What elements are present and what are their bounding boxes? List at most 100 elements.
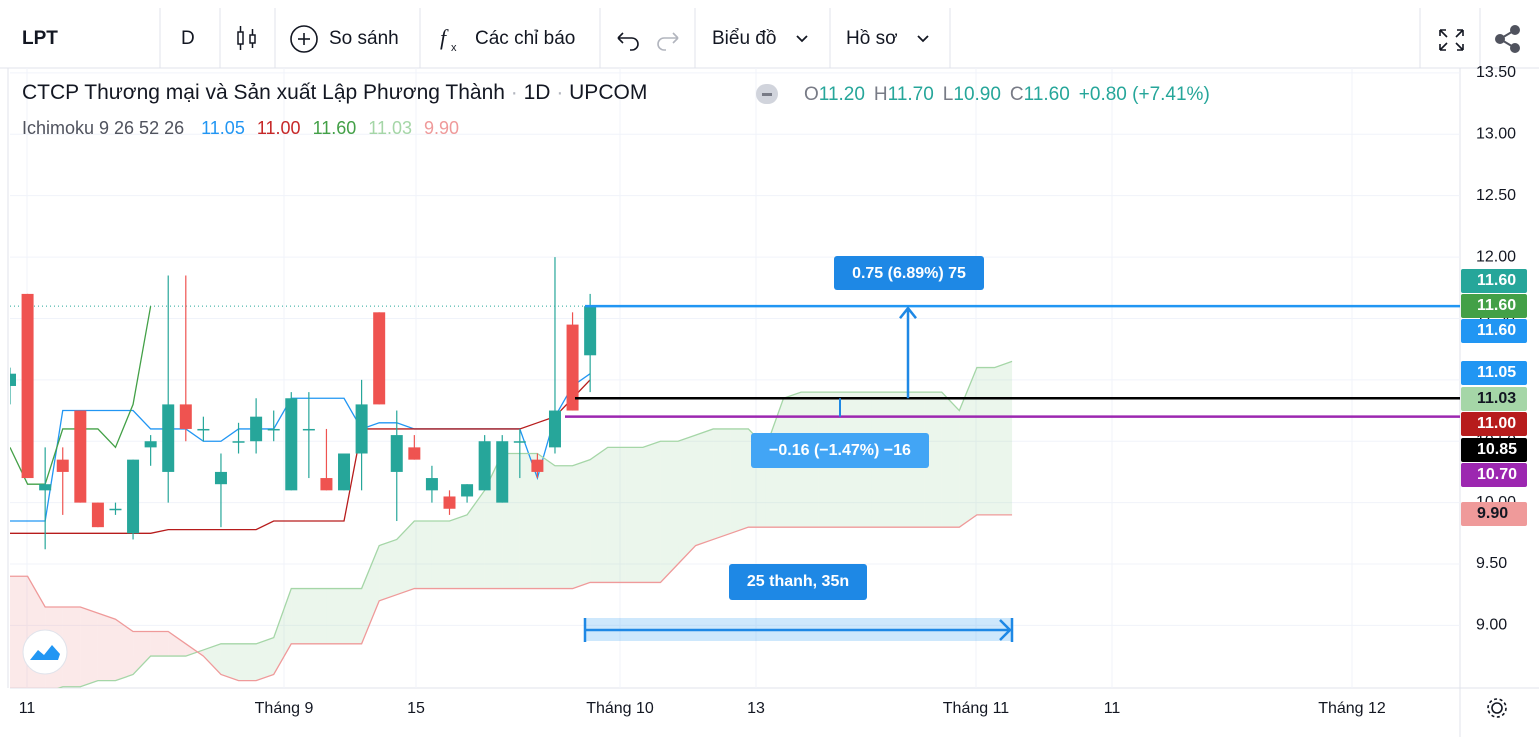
toolbar-bg: [0, 0, 1539, 68]
cloud-fill: [168, 631, 186, 657]
cloud-fill: [959, 367, 977, 528]
settings-button[interactable]: [1487, 698, 1507, 718]
cloud-fill: [554, 465, 573, 589]
cloud-fill: [344, 588, 362, 644]
candle-body: [127, 459, 140, 534]
candle-body: [302, 428, 315, 431]
legend-title: CTCP Thương mại và Sản xuất Lập Phương T…: [22, 81, 505, 104]
price-badge-label: 11.60: [1477, 322, 1516, 339]
cloud-fill: [730, 428, 749, 534]
y-tick-label: 13.50: [1476, 64, 1516, 81]
candle-body: [39, 484, 52, 491]
candle-body: [461, 484, 474, 497]
indicator-line: [10, 379, 591, 534]
cloud-fill: [62, 606, 81, 687]
y-tick-label: 9.00: [1476, 617, 1507, 634]
redo-button[interactable]: [657, 32, 679, 51]
price-badge: [1461, 269, 1527, 293]
candle-body: [214, 471, 227, 485]
price-badge-label: 11.00: [1477, 415, 1516, 432]
toolbar-dividers: [159, 8, 1481, 68]
cloud-fill: [625, 447, 643, 583]
candle-body: [513, 441, 526, 443]
cloud-fill: [396, 521, 415, 595]
cloud-fill: [256, 637, 274, 681]
price-badge-label: 11.05: [1477, 364, 1516, 381]
ohlc-value: 11.20: [818, 84, 865, 105]
x-tick-label: 13: [747, 700, 765, 717]
cloud-fill: [414, 521, 432, 589]
candle-body: [355, 404, 368, 454]
candle-body: [496, 441, 509, 503]
ohlc-label: L: [942, 84, 954, 105]
candle-body: [320, 478, 333, 491]
indicator-legend: Ichimoku 9 26 52 26 11.05 11.00 11.60 11.03…: [22, 118, 459, 139]
y-tick-label: 13.00: [1476, 126, 1516, 143]
candle-body: [56, 459, 69, 472]
indicators-icon-x: x: [451, 42, 457, 54]
ohlc-value: 11.60: [1023, 84, 1070, 105]
cloud-fill: [994, 361, 1013, 515]
cloud-fill: [607, 447, 626, 583]
indicator-line: [57, 360, 1013, 688]
candle-body: [390, 435, 403, 472]
candle-body: [478, 441, 491, 491]
candle-body: [197, 428, 210, 431]
cloud-fill: [519, 453, 538, 589]
price-badge-label: 11.60: [1477, 272, 1516, 289]
date-range-label-bg: [729, 564, 867, 600]
cloud-fill: [572, 459, 591, 589]
y-tick-label: 9.50: [1476, 555, 1507, 572]
indicators-button[interactable]: Các chỉ báo: [475, 28, 575, 49]
cloud-fill: [467, 490, 485, 589]
price-badge: [1461, 502, 1527, 526]
indicator-value: 11.03: [368, 118, 412, 138]
compare-icon[interactable]: [290, 25, 318, 53]
cloud-fill: [133, 631, 151, 675]
chart-type-icon[interactable]: [237, 26, 256, 50]
undo-button[interactable]: [617, 32, 639, 51]
candle-body: [443, 496, 456, 509]
cloud-fill: [678, 435, 696, 564]
cloud-fill: [590, 447, 608, 583]
candle-body: [162, 404, 175, 472]
indicator-value: 9.90: [424, 118, 460, 138]
candle-body: [584, 306, 597, 356]
x-tick-label: Tháng 9: [255, 700, 314, 717]
cloud-fill: [695, 428, 714, 546]
price-badge-label: 10.70: [1477, 466, 1517, 483]
symbol[interactable]: LPT: [22, 28, 58, 49]
y-tick-label: 12.50: [1476, 187, 1516, 204]
ohlc-change: +0.80 (+7.41%): [1078, 84, 1210, 105]
chevron: [917, 35, 929, 43]
candle-body: [10, 373, 16, 386]
cloud-fill: [642, 441, 661, 583]
chart-menu[interactable]: Biểu đồ: [712, 28, 776, 49]
price-badge: [1461, 438, 1527, 462]
price-badge-label: 11.03: [1477, 390, 1516, 407]
interval-button[interactable]: D: [181, 28, 195, 49]
cloud-fill: [10, 576, 28, 688]
candle-body: [250, 416, 263, 442]
status-dot[interactable]: [756, 84, 778, 104]
candle-body: [566, 324, 579, 411]
indicator-line: [10, 514, 1013, 682]
indicator-name[interactable]: Ichimoku 9 26 52 26: [22, 118, 185, 138]
candle-body: [338, 453, 351, 491]
indicators-icon[interactable]: f: [440, 25, 449, 50]
chevron: [796, 35, 808, 43]
cloud-fill: [361, 545, 380, 644]
grid: [10, 68, 1460, 688]
ohlc-value: 10.90: [953, 84, 1001, 105]
legend-exchange: UPCOM: [569, 81, 648, 104]
price-badge-label: 10.85: [1477, 441, 1517, 458]
candle-body: [425, 478, 438, 491]
profile-menu[interactable]: Hồ sơ: [846, 28, 898, 49]
price-badge: [1461, 319, 1527, 343]
cloud-fill: [431, 521, 450, 589]
logo[interactable]: [22, 629, 68, 675]
fullscreen-button[interactable]: [1439, 29, 1464, 51]
compare-button[interactable]: So sánh: [329, 28, 399, 49]
share-button[interactable]: [1495, 25, 1520, 53]
